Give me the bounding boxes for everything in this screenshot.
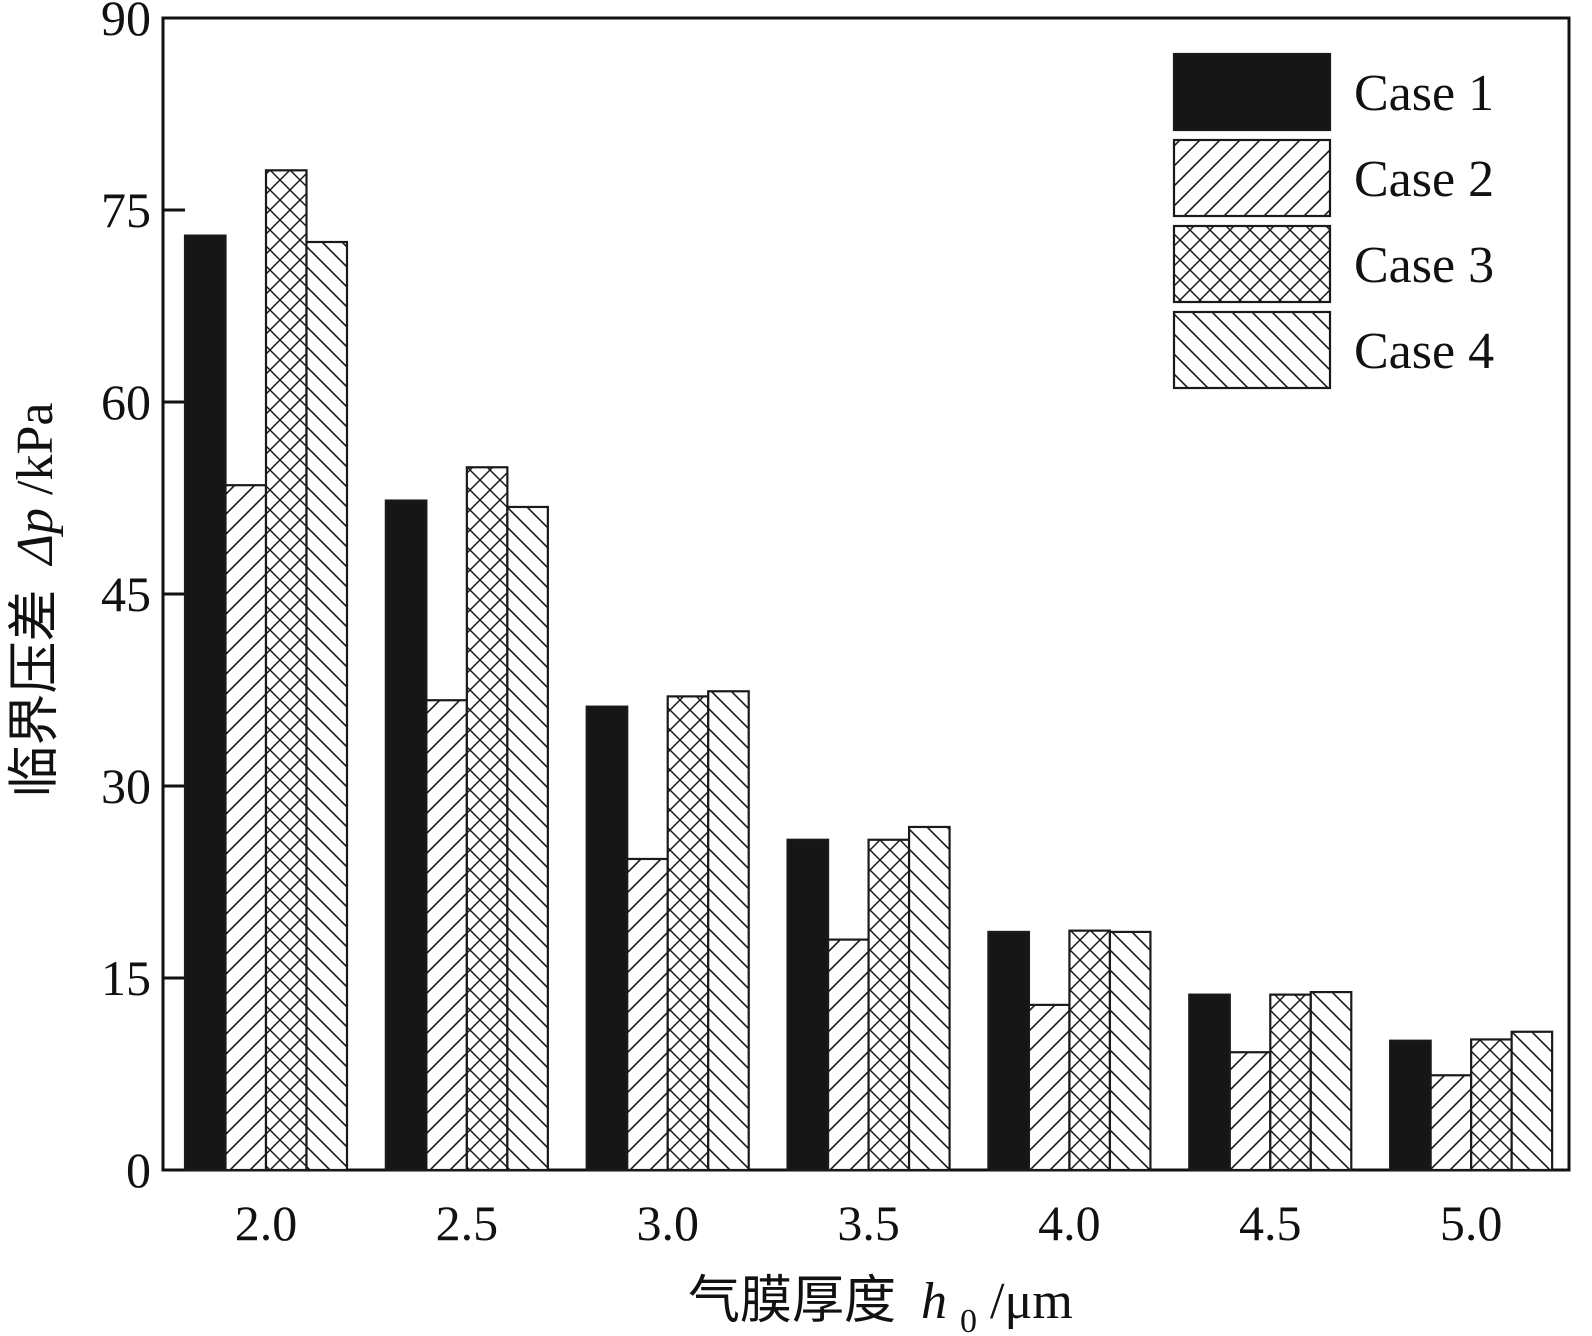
bar-case-1-5.0	[1389, 1039, 1432, 1172]
legend-label: Case 1	[1354, 65, 1494, 122]
legend-label: Case 3	[1354, 237, 1494, 294]
bar-case-1-4.0	[987, 930, 1031, 1172]
bar-case-3-5.0	[1470, 1038, 1513, 1172]
legend-swatch-case-1	[1172, 52, 1332, 132]
bar-case-2-2.5	[425, 699, 468, 1172]
bar-case-1-2.5	[384, 499, 428, 1172]
legend: Case 1 Case 2 Case 3 Case 4	[1172, 52, 1494, 390]
legend-swatch-case-3	[1172, 224, 1332, 304]
bar-case-3-2.5	[465, 466, 509, 1172]
x-tick-label: 2.0	[235, 1195, 298, 1251]
bar-case-4-4.5	[1309, 990, 1353, 1172]
bar-case-4-5.0	[1510, 1030, 1554, 1172]
bar-case-4-3.5	[907, 825, 951, 1172]
bar-case-4-2.0	[305, 240, 349, 1172]
y-tick-label: 45	[101, 566, 151, 622]
x-axis-title: 气膜厚度 h 0 /μm	[688, 1273, 1073, 1336]
y-tick-label: 60	[101, 374, 151, 430]
legend-label: Case 4	[1354, 323, 1494, 380]
bar-case-2-2.0	[224, 484, 268, 1172]
y-tick-label: 0	[126, 1142, 151, 1198]
bar-case-2-5.0	[1429, 1074, 1473, 1172]
y-tick-label: 75	[101, 182, 151, 238]
bar-case-1-3.5	[786, 838, 830, 1172]
bar-case-3-3.5	[867, 838, 911, 1172]
y-tick-label: 30	[101, 758, 151, 814]
bar-case-2-3.0	[626, 857, 669, 1172]
y-axis-ticks: 0 15 30 45 60 75 90	[101, 0, 185, 1198]
bar-case-2-3.5	[826, 938, 870, 1172]
x-tick-label: 2.5	[436, 1195, 499, 1251]
legend-swatch-case-2	[1172, 138, 1332, 218]
x-tick-label: 4.5	[1239, 1195, 1302, 1251]
bar-case-1-2.0	[183, 234, 227, 1172]
bar-case-4-3.0	[707, 690, 750, 1172]
y-axis-title: 临界压差 Δp /kPa	[7, 403, 64, 798]
legend-label: Case 2	[1354, 151, 1494, 208]
bar-case-2-4.0	[1027, 1003, 1071, 1172]
bar-case-2-4.5	[1228, 1051, 1272, 1172]
bar-series	[183, 169, 1554, 1172]
bar-case-4-2.5	[506, 505, 549, 1172]
bar-case-3-4.0	[1068, 929, 1112, 1172]
y-tick-label: 90	[101, 0, 151, 46]
y-tick-label: 15	[101, 950, 151, 1006]
bar-case-3-4.5	[1269, 993, 1312, 1172]
bar-case-3-3.0	[666, 695, 710, 1172]
bar-case-1-4.5	[1188, 993, 1231, 1172]
x-tick-label: 5.0	[1440, 1195, 1503, 1251]
x-tick-label: 3.5	[837, 1195, 900, 1251]
bar-case-4-4.0	[1108, 930, 1152, 1172]
legend-swatch-case-4	[1172, 310, 1332, 390]
bar-case-1-3.0	[585, 705, 629, 1172]
x-tick-label: 4.0	[1038, 1195, 1101, 1251]
x-tick-label: 3.0	[636, 1195, 699, 1251]
bar-case-3-2.0	[264, 169, 308, 1172]
